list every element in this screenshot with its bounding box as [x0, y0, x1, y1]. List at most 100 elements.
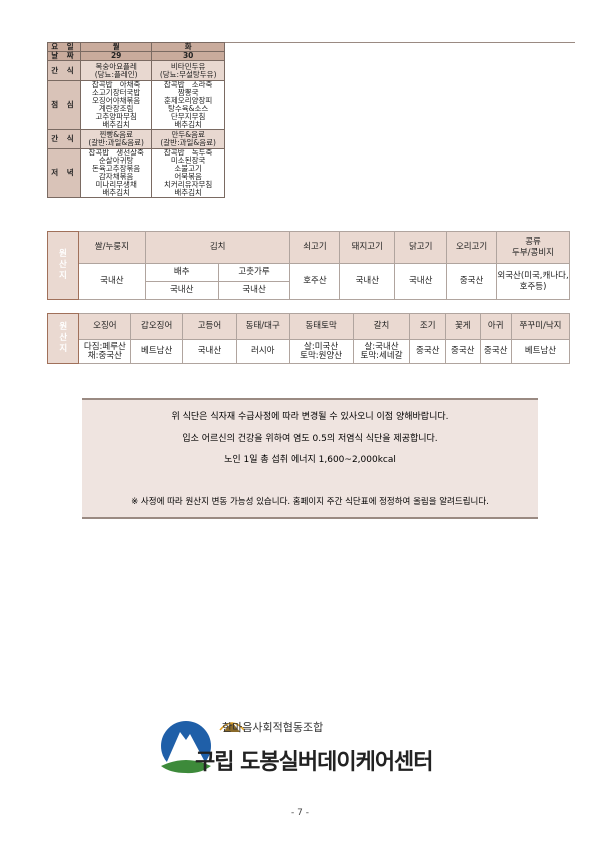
value: 국내산 — [339, 263, 396, 300]
menu-item: 잡곡밥 소라죽 — [163, 80, 213, 89]
divider — [225, 42, 575, 43]
origin-label: 원 산 지 — [47, 231, 79, 300]
value: 국내산 — [182, 339, 237, 364]
notice-line: 위 식단은 식자재 수급사정에 따라 변경될 수 있사오니 이점 양해바랍니다. — [171, 412, 449, 422]
header: 돼지고기 — [339, 231, 396, 264]
origin-table-seafood: 원 산 지 오징어 갑오징어 고등어 동태/대구 동태토막 갈치 조기 꽃게 아귀 쭈꾸미/낙지 다… — [46, 313, 571, 364]
mountain-logo-icon — [161, 721, 245, 774]
notice-line: 노인 1일 총 섭취 에너지 1,600~2,000kcal — [224, 455, 396, 465]
menu-item: 치커리유자무침 — [164, 180, 213, 189]
menu-cell: 잡곡밥 녹두죽 미소된장국 소불고기 어묵볶음 치커리유자무침 배추김치 — [151, 148, 225, 198]
menu-item: 잡곡밥 생선살죽 — [88, 148, 144, 157]
header: 쇠고기 — [289, 231, 341, 264]
value: 국내산 — [144, 281, 219, 300]
value: 베트남산 — [510, 339, 571, 364]
menu-item: 비타민두유 — [170, 61, 206, 71]
header: 쭈꾸미/낙지 — [510, 313, 571, 340]
notice-line: 입소 어르신의 건강을 위하여 염도 0.5의 저염식 식단을 제공합니다. — [182, 434, 438, 444]
menu-cell: 만두&음료 (갈반:과일&음료) — [151, 129, 225, 149]
menu-cell: 찐빵&음료 (갈반:과일&음료) — [79, 129, 153, 149]
menu-item: 찐빵&음료 — [99, 130, 133, 139]
header: 갑오징어 — [130, 313, 184, 340]
notice-footnote: ※ 사정에 따라 원산지 변동 가능성 있습니다. 홈페이지 주간 식단표에 정… — [131, 497, 489, 507]
notice-box: 위 식단은 식자재 수급사정에 따라 변경될 수 있사오니 이점 양해바랍니다.… — [82, 398, 538, 519]
menu-item: 소불고기 — [174, 164, 202, 173]
menu-cell: 복숭아요플레 (당뇨:플레인) — [79, 60, 153, 81]
menu-item: 돈육고추장볶음 — [92, 164, 141, 173]
date-tue: 30 — [151, 51, 225, 61]
header: 쌀/누룽지 — [77, 231, 146, 264]
value: 살:미국산 토막:원양산 — [288, 339, 354, 364]
organization-name: 한마음사회적협동조합 — [222, 721, 324, 734]
menu-item: 오징어야채볶음 — [92, 96, 141, 105]
date-mon: 29 — [79, 51, 153, 61]
menu-item: 배추김치 — [174, 120, 202, 129]
header: 동태/대구 — [235, 313, 290, 340]
menu-item: 계란장조림 — [98, 104, 134, 113]
center-name: 구립 도봉실버데이케어센터 — [195, 750, 434, 775]
row-label-snack: 간 식 — [47, 60, 81, 81]
header: 동태토막 — [288, 313, 354, 340]
menu-item: 소고기장터국밥 — [92, 88, 141, 97]
menu-item: 고추양파무침 — [95, 112, 137, 121]
header: 오리고기 — [446, 231, 498, 264]
menu-item: (갈반:과일&음료) — [88, 138, 144, 147]
menu-item: (당뇨:플레인) — [94, 69, 138, 79]
value: 중국산 — [409, 339, 446, 364]
menu-cell: 잡곡밥 아채죽 소고기장터국밥 오징어야채볶음 계란장조림 고추양파무침 배추김치 — [79, 80, 153, 130]
row-label-lunch: 점 심 — [47, 80, 81, 130]
value: 다짐:페루산 채:중국산 — [78, 339, 132, 364]
row-label-snack: 간 식 — [47, 129, 81, 149]
value: 국내산 — [217, 281, 291, 300]
row-label-dinner: 저 녁 — [47, 148, 81, 198]
menu-item: 잡곡밥 녹두죽 — [163, 148, 213, 157]
menu-item: 짬뽕국 — [177, 88, 199, 97]
header: 갈치 — [352, 313, 411, 340]
menu-item: 잡곡밥 아채죽 — [91, 80, 141, 89]
header: 고등어 — [182, 313, 237, 340]
menu-item: 만두&음료 — [171, 130, 205, 139]
origin-label: 원 산 지 — [46, 313, 80, 364]
origin-table-meat: 원 산 지 쌀/누룽지 김치 쇠고기 돼지고기 닭고기 오리고기 콩류 두부/콩… — [47, 231, 570, 300]
menu-item: 훈제오리양장피 — [164, 96, 213, 105]
menu-cell: 비타민두유 (당뇨:무설탕두유) — [151, 60, 225, 81]
menu-cell: 잡곡밥 생선살죽 순살아귀탕 돈육고추장볶음 감자채볶음 미나리무생채 배추김치 — [79, 148, 153, 198]
header: 김치 — [144, 231, 291, 264]
value: 베트남산 — [130, 339, 184, 364]
value: 국내산 — [394, 263, 448, 300]
menu-item: (갈반:과일&음료) — [160, 138, 216, 147]
menu-item: 복숭아요플레 — [95, 61, 137, 71]
header: 조기 — [409, 313, 446, 340]
value: 중국산 — [445, 339, 481, 364]
row-label-date: 날 짜 — [47, 51, 81, 61]
menu-item: 미소된장국 — [170, 156, 206, 165]
header: 닭고기 — [394, 231, 448, 264]
subheader: 고춧가루 — [217, 263, 291, 282]
value: 살:국내산 토막:세네갈 — [352, 339, 411, 364]
menu-item: 배추김치 — [102, 120, 130, 129]
subheader: 배추 — [144, 263, 219, 282]
header: 꽃게 — [445, 313, 481, 340]
menu-item: (당뇨:무설탕두유) — [159, 69, 217, 79]
menu-item: 배추김치 — [102, 188, 130, 197]
menu-item: 감자채볶음 — [98, 172, 134, 181]
menu-item: 순살아귀탕 — [98, 156, 134, 165]
value: 외국산(미국,캐나다,호주등) — [496, 263, 570, 300]
value: 러시아 — [235, 339, 290, 364]
value: 중국산 — [446, 263, 498, 300]
menu-item: 어묵볶음 — [174, 172, 202, 181]
header: 오징어 — [78, 313, 132, 340]
page-number: - 7 - — [291, 808, 309, 818]
value: 호주산 — [289, 263, 341, 300]
value: 국내산 — [77, 263, 146, 300]
menu-item: 단무지무침 — [170, 112, 206, 121]
header: 콩류 두부/콩비지 — [496, 231, 570, 264]
value: 중국산 — [479, 339, 512, 364]
menu-item: 탕수육&소스 — [167, 104, 209, 113]
header: 아귀 — [479, 313, 512, 340]
menu-item: 미나리무생채 — [95, 180, 137, 189]
menu-item: 배추김치 — [174, 188, 202, 197]
menu-cell: 잡곡밥 소라죽 짬뽕국 훈제오리양장피 탕수육&소스 단무지무침 배추김치 — [151, 80, 225, 130]
